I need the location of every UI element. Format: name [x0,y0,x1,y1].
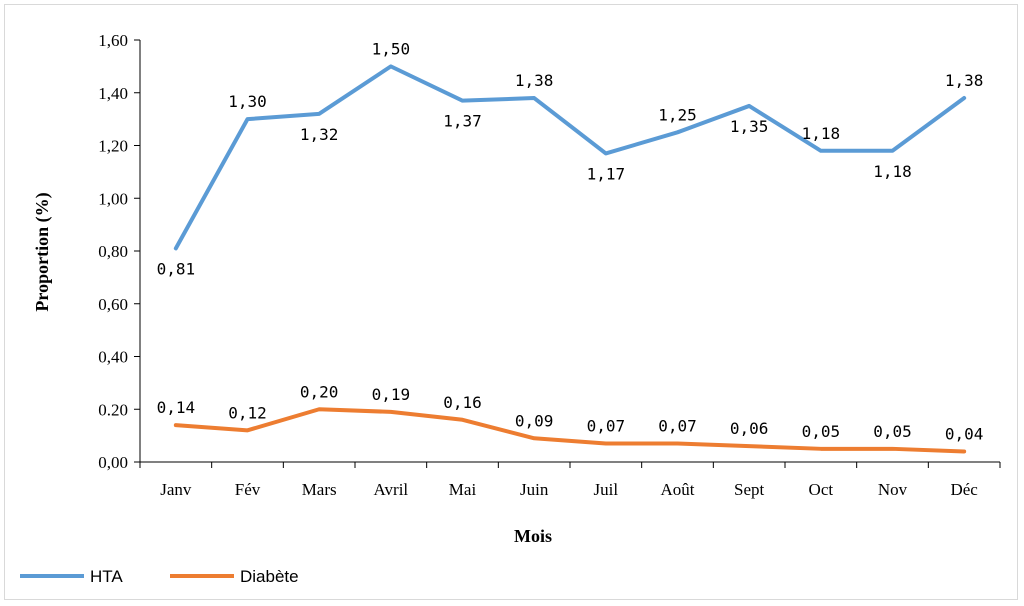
y-tick-label: 0,00 [98,453,128,472]
x-tick-label: Janv [160,480,192,499]
tick-labels: 0,00 0.20 0,40 0,60 0,80 1,00 1,20 1,40 1,60 Janv… [98,31,978,499]
x-tick-label: Fév [235,480,261,499]
y-tick-label: 1,20 [98,137,128,156]
x-tick-label: Mars [302,480,337,499]
y-axis-title: Proportion (%) [32,192,53,311]
data-label: 0,19 [372,385,411,404]
data-label: 1,18 [802,124,841,143]
data-label: 1,17 [587,164,626,183]
x-tick-label: Mai [449,480,477,499]
axes [134,39,1001,468]
y-tick-label: 0,60 [98,295,128,314]
x-tick-label: Août [661,480,695,499]
y-tick-label: 1,40 [98,84,128,103]
y-tick-label: 0,40 [98,348,128,367]
data-label: 1,35 [730,117,769,136]
x-tick-label: Juin [520,480,549,499]
data-label: 1,32 [300,125,339,144]
data-label: 0,14 [157,398,196,417]
x-axis-title: Mois [514,526,552,546]
data-label: 0,07 [658,417,697,436]
data-label: 1,50 [372,39,411,58]
data-label: 0,05 [873,422,912,441]
legend-label: HTA [90,567,123,586]
data-label: 0,06 [730,419,769,438]
series-lines [173,64,967,454]
series-line-diab-te [173,407,967,454]
y-tick-label: 0,80 [98,242,128,261]
data-label: 1,25 [658,105,697,124]
legend: HTA Diabète [20,567,299,586]
data-label: 1,18 [873,162,912,181]
data-label: 0,20 [300,382,339,401]
data-labels: 0,81 1,30 1,32 1,50 1,37 1,38 1,17 1,25 1,35 1,18… [157,39,984,443]
x-tick-label: Avril [374,480,409,499]
data-label: 0,07 [587,417,626,436]
series-line-hta [173,64,967,251]
y-tick-label: 1,00 [98,189,128,208]
data-label: 0,12 [228,403,267,422]
data-label: 0,04 [945,424,984,443]
data-label: 0,81 [157,259,196,278]
data-label: 1,38 [515,71,554,90]
data-label: 1,38 [945,71,984,90]
y-tick-label: 0.20 [98,400,128,419]
data-label: 0,16 [443,393,482,412]
x-tick-label: Nov [878,480,908,499]
x-tick-label: Oct [809,480,834,499]
chart-frame [4,4,1018,600]
legend-label: Diabète [240,567,299,586]
y-tick-label: 1,60 [98,31,128,50]
data-label: 1,30 [228,92,267,111]
data-label: 0,05 [802,422,841,441]
x-tick-label: Juil [594,480,619,499]
data-label: 1,37 [443,112,482,131]
data-label: 0,09 [515,411,554,430]
x-tick-label: Sept [734,480,765,499]
x-tick-label: Déc [950,480,978,499]
